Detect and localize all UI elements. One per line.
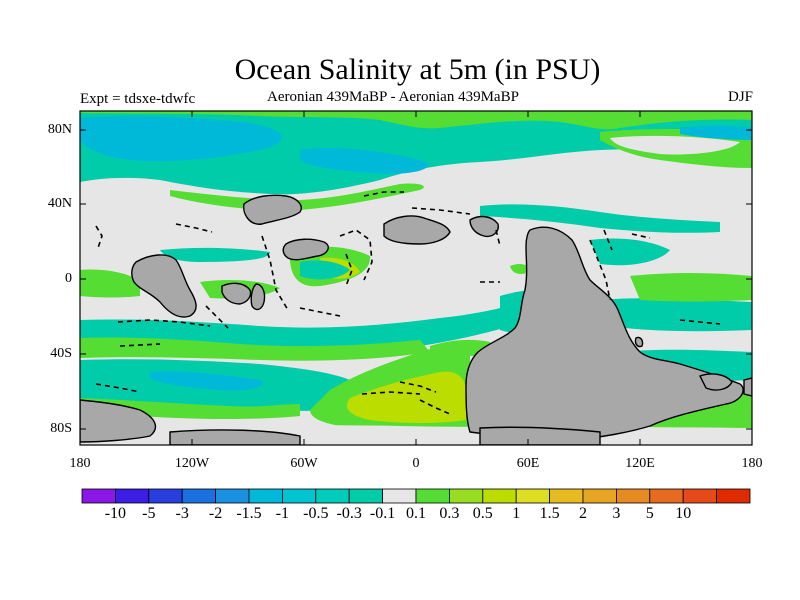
colorbar-label: -10 [104, 505, 127, 522]
map-field [80, 111, 752, 445]
landmass [250, 283, 266, 311]
y-tick-label: 40N [47, 196, 72, 211]
north-negative-core [80, 116, 282, 162]
landmass [743, 377, 752, 397]
colorbar-label: 1.5 [539, 505, 560, 522]
y-tick-label: 40S [50, 346, 72, 361]
west-negative-band [160, 247, 270, 262]
colorbar-label: -0.5 [303, 505, 329, 522]
colorbar-label: -1.5 [236, 505, 262, 522]
season-label: DJF [727, 89, 753, 105]
landmass [282, 238, 329, 261]
colorbar-label: 5 [645, 505, 654, 522]
x-tick-label: 0 [412, 456, 420, 471]
north-positive-band [80, 111, 752, 130]
colorbar-swatch [682, 488, 718, 504]
x-tick-label: 180 [741, 456, 763, 471]
landmass [243, 194, 302, 225]
landmass [131, 254, 197, 318]
mid-positive-strip [170, 183, 424, 211]
north-negative-core [680, 125, 752, 140]
central-positive-patch [510, 264, 530, 274]
colorbar-label: 0.5 [472, 505, 493, 522]
period-label: Aeronian 439MaBP - Aeronian 439MaBP [267, 89, 519, 105]
colorbar-swatch [616, 488, 651, 504]
colorbar-swatch [248, 488, 283, 504]
landmass [221, 282, 252, 305]
colorbar-label: -5 [142, 505, 156, 522]
colorbar-swatch [115, 488, 150, 504]
landmass [469, 215, 499, 238]
colorbar-label: -2 [208, 505, 223, 522]
colorbar-swatch [148, 488, 183, 504]
colorbar-swatch [482, 488, 517, 504]
colorbar-swatch [281, 488, 317, 504]
north-negative-core [300, 148, 429, 174]
colorbar-label: 0.1 [406, 505, 426, 522]
y-tick-label: 80S [50, 421, 72, 436]
antarctic-landmass [479, 426, 601, 445]
north-pale-patch [610, 135, 740, 155]
colorbar-swatch [348, 488, 384, 504]
colorbar-swatch [315, 488, 350, 504]
landmass [699, 373, 733, 391]
colorbar-label: 0.3 [439, 505, 460, 522]
south-negative-core [150, 371, 263, 391]
colorbar-swatch [649, 488, 684, 504]
east-negative-band [600, 298, 752, 332]
east-negative-band [480, 204, 720, 233]
gondwana-continent [465, 226, 744, 441]
colorbar-label: 2 [579, 505, 587, 522]
colorbar-label: -1 [275, 505, 290, 522]
landmass [634, 336, 644, 348]
land-masses [80, 194, 752, 445]
antarctic-landmass [169, 429, 301, 445]
colorbar-label: 3 [612, 505, 621, 522]
colorbar-label: 1 [512, 505, 521, 522]
tropical-positive-band [80, 337, 430, 361]
colorbar-label: 10 [675, 505, 692, 522]
colorbar-swatch [582, 488, 617, 504]
colorbar-label: -0.3 [336, 505, 362, 522]
south-strong-positive-region [346, 371, 466, 423]
colorbar-swatch [448, 488, 484, 504]
dashed-coastlines [95, 191, 721, 415]
colorbar-label: -3 [175, 505, 189, 522]
east-negative-band [590, 238, 670, 266]
south-positive-region [430, 339, 490, 356]
colorbar-label: -0.1 [369, 505, 396, 522]
colorbar-swatch [181, 488, 216, 504]
central-negative-patch [300, 260, 350, 280]
east-positive-band [630, 273, 752, 302]
x-tick-label: 60E [516, 456, 540, 471]
colorbar-swatch [716, 488, 751, 504]
map-title: Ocean Salinity at 5m (in PSU) [234, 53, 601, 86]
colorbar [81, 488, 751, 504]
y-tick-label: 80N [47, 122, 72, 137]
x-tick-label: 120W [174, 456, 210, 471]
colorbar-swatch [549, 488, 584, 504]
colorbar-swatch [81, 488, 116, 504]
x-tick-label: 180 [69, 456, 91, 471]
landmass [383, 215, 451, 245]
colorbar-swatch [415, 488, 450, 504]
colorbar-swatch [515, 488, 551, 504]
colorbar-swatch [215, 488, 250, 504]
colorbar-swatch [382, 488, 417, 504]
tropical-negative-band [80, 300, 530, 352]
axis-ticks [80, 111, 752, 445]
antarctic-landmass [80, 399, 157, 443]
experiment-label: Expt = tdsxe-tdwfc [80, 91, 196, 107]
y-tick-label: 0 [65, 271, 72, 286]
x-tick-label: 60W [290, 456, 318, 471]
west-positive-band [80, 269, 140, 298]
x-tick-label: 120E [625, 456, 655, 471]
